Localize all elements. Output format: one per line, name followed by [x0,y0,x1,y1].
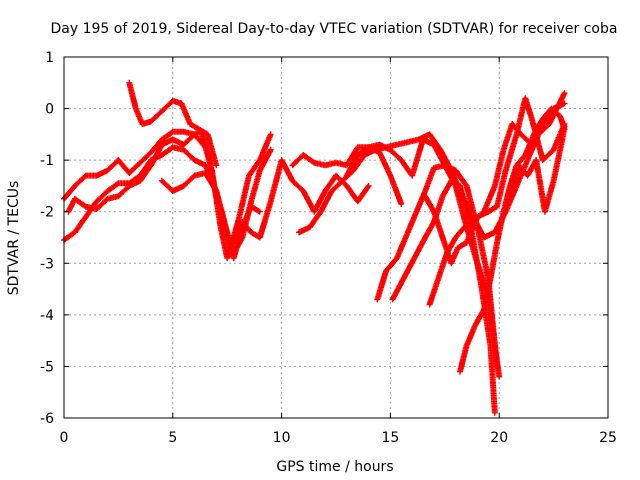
data-points-arc8 [343,144,405,207]
data-points-arc14 [507,123,568,215]
y-tick-label: -2 [40,205,54,221]
chart-title: Day 195 of 2019, Sidereal Day-to-day VTE… [51,21,618,37]
y-tick-label: -4 [40,308,54,324]
series-arc12 [426,100,568,308]
data-points-arc5 [158,146,274,256]
series-arc10 [389,177,498,416]
series-arc5 [158,146,274,256]
x-axis-label: GPS time / hours [276,459,393,475]
x-tick-label: 25 [599,430,617,446]
axis-ticks: 0 5 10 15 20 25 -6 -5 -4 -3 -2 -1 0 1 [40,50,617,446]
series-arc8 [343,144,405,207]
y-tick-label: -6 [40,411,54,427]
grid [64,57,608,418]
y-tick-label: -1 [40,153,54,169]
y-tick-label: -5 [40,359,54,375]
x-tick-label: 20 [490,430,508,446]
data-points-arc4 [126,79,220,169]
y-tick-label: 0 [45,102,54,118]
x-tick-label: 10 [273,430,291,446]
series-arc6 [296,90,568,241]
y-tick-label: -3 [40,256,54,272]
data-points-arc6 [296,90,568,241]
x-tick-label: 5 [168,430,177,446]
data-points-arc12 [426,100,568,308]
x-tick-label: 15 [381,430,399,446]
x-tick-label: 0 [60,430,69,446]
plot-frame [63,56,609,419]
y-axis-label: SDTVAR / TECUs [6,181,22,296]
y-tick-label: 1 [45,50,54,66]
series-arc14 [507,123,568,215]
data-marks [61,79,568,416]
series-arc4 [126,79,220,169]
data-points-arc10 [389,177,498,416]
